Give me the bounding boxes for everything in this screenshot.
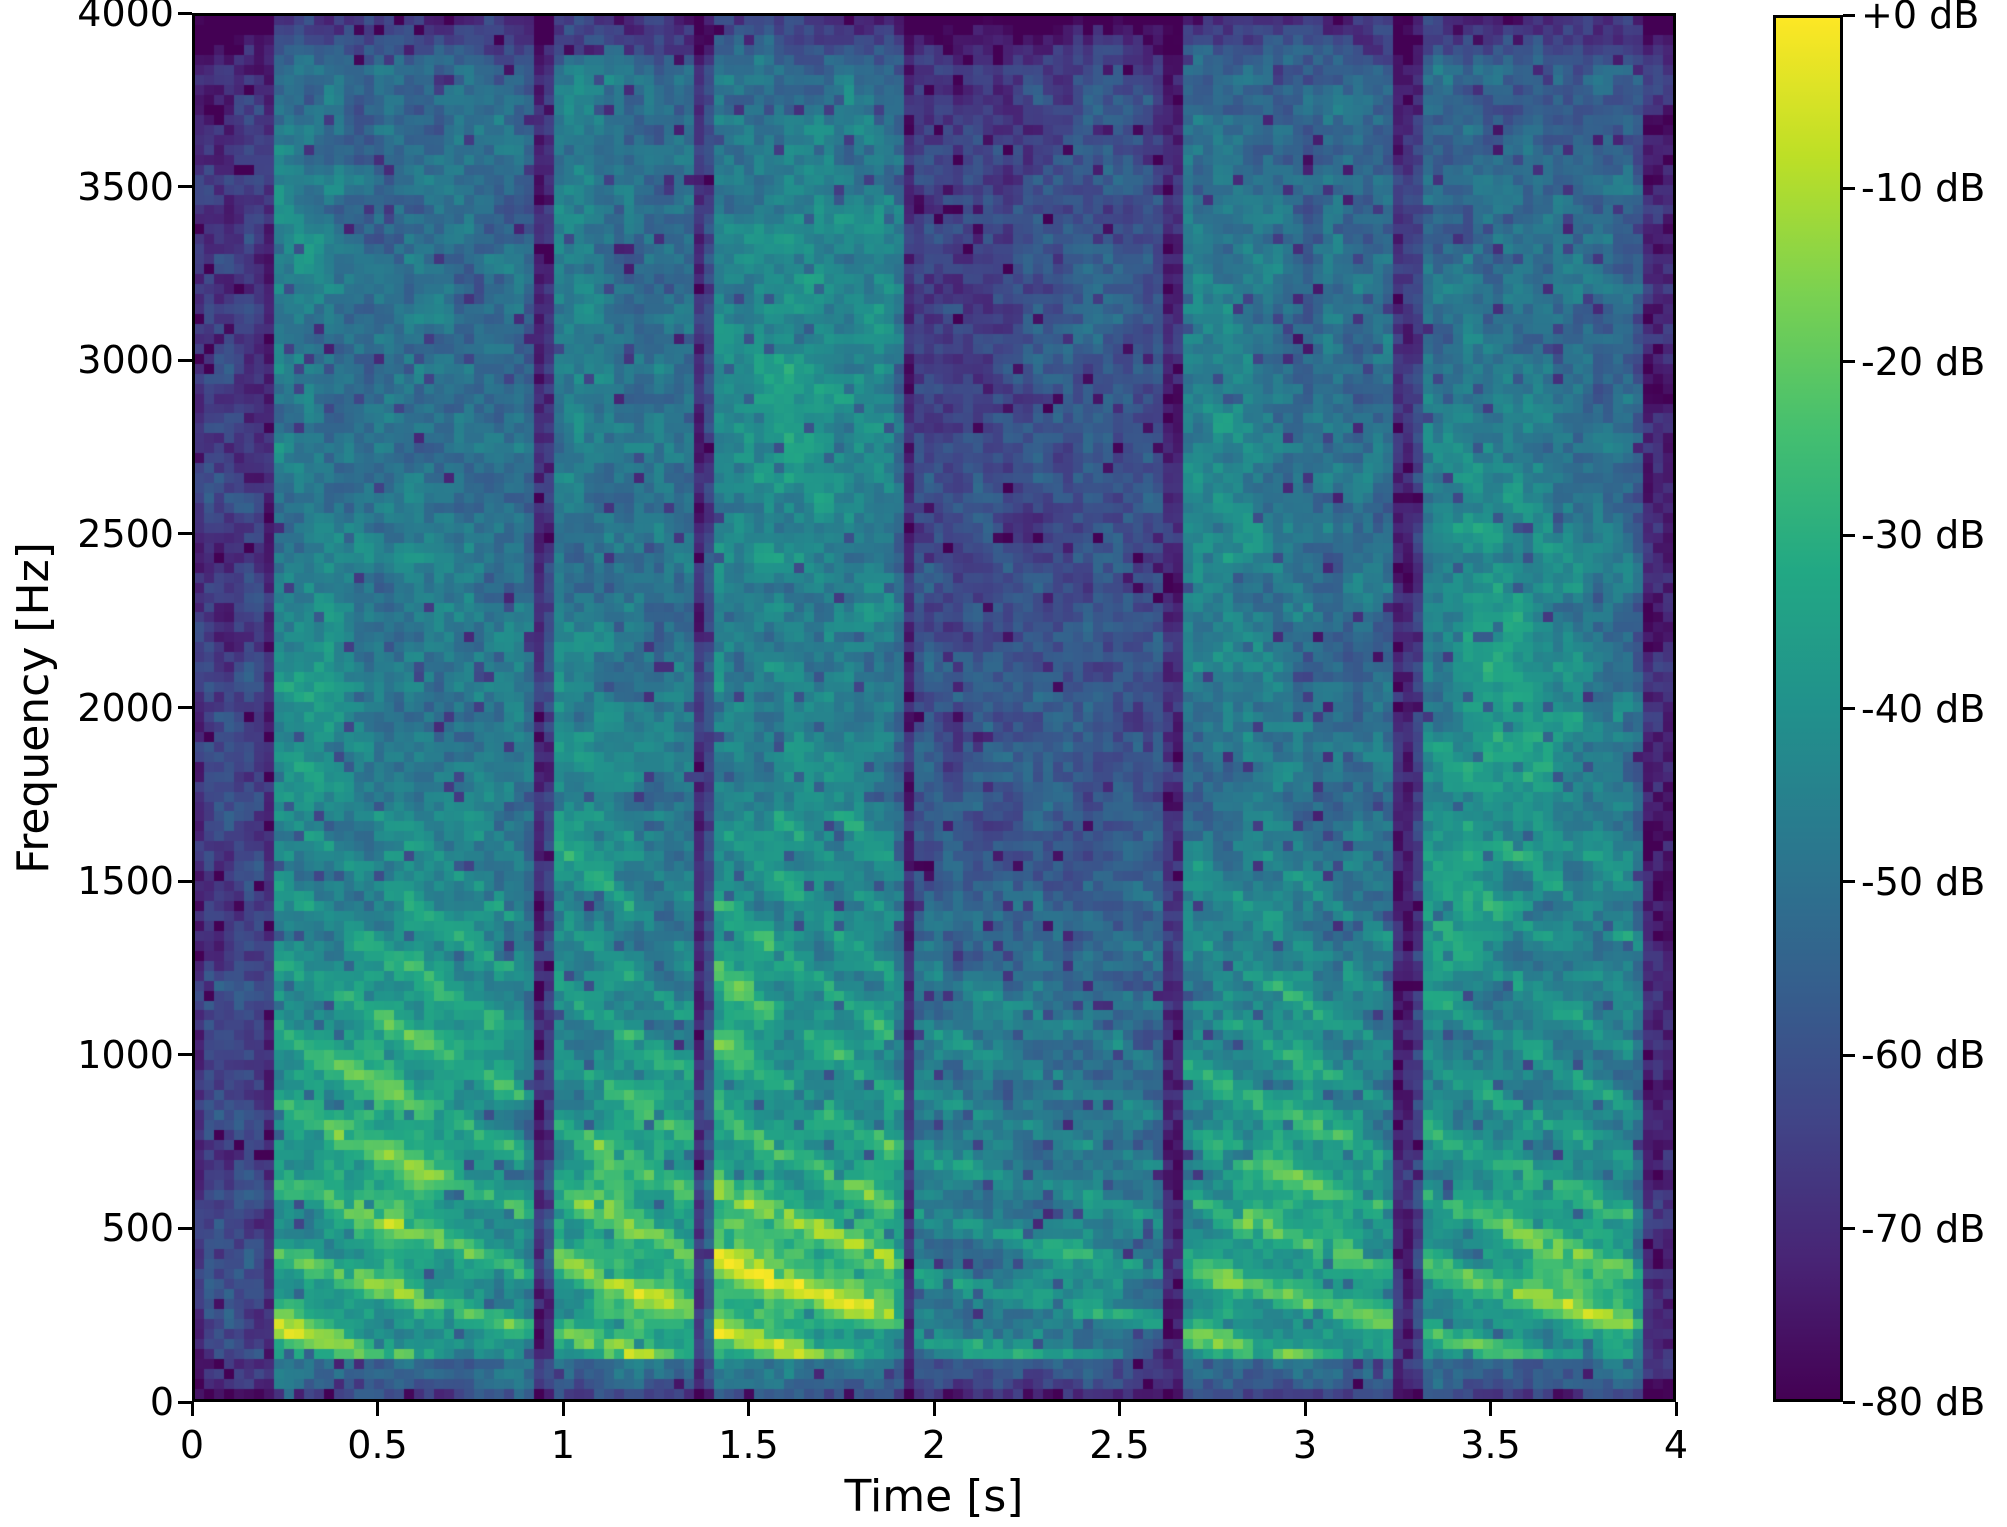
colorbar-tick (1843, 1053, 1855, 1057)
y-tick (178, 358, 192, 362)
y-tick-label: 1500 (77, 859, 174, 904)
x-tick (1489, 1402, 1492, 1416)
colorbar-tick (1843, 13, 1855, 17)
x-axis-label: Time [s] (844, 1471, 1024, 1522)
y-tick-label: 3000 (77, 338, 174, 383)
y-tick-label: 2500 (77, 511, 174, 556)
x-tick-label: 1.5 (718, 1423, 779, 1467)
x-tick-label: 0 (179, 1423, 205, 1467)
colorbar-tick-label: +0 dB (1861, 0, 1980, 37)
x-tick-label: 3.5 (1460, 1423, 1521, 1467)
colorbar-tick (1843, 186, 1855, 190)
y-tick (178, 532, 192, 536)
x-tick (561, 1402, 565, 1416)
colorbar-tick-label: -80 dB (1861, 1380, 1986, 1424)
colorbar-tick-label: -30 dB (1861, 513, 1986, 558)
colorbar-tick (1843, 1400, 1855, 1404)
colorbar-tick (1843, 707, 1855, 710)
colorbar-tick-label: -50 dB (1861, 859, 1986, 904)
colorbar-tick-label: -20 dB (1861, 339, 1986, 384)
x-tick-label: 1 (550, 1423, 576, 1467)
x-tick-label: 2.5 (1089, 1423, 1150, 1467)
y-tick (178, 1053, 192, 1057)
x-tick (190, 1402, 194, 1416)
x-tick (1674, 1402, 1678, 1416)
y-tick-label: 4000 (77, 0, 174, 35)
y-tick-label: 3500 (77, 164, 174, 209)
y-tick-label: 500 (101, 1206, 174, 1251)
colorbar-tick-label: -70 dB (1861, 1206, 1986, 1251)
y-tick (178, 1400, 192, 1404)
x-tick (932, 1402, 936, 1416)
x-tick-label: 4 (1663, 1423, 1689, 1467)
colorbar (1773, 15, 1843, 1402)
y-tick (178, 879, 192, 883)
x-tick (1303, 1402, 1307, 1416)
y-tick (178, 185, 192, 189)
x-tick (747, 1402, 750, 1416)
y-tick (178, 1226, 192, 1230)
y-tick (178, 11, 192, 15)
colorbar-tick-label: -10 dB (1861, 166, 1986, 211)
x-tick (376, 1402, 379, 1416)
y-tick-label: 1000 (77, 1032, 174, 1077)
colorbar-tick (1843, 533, 1855, 537)
x-tick-label: 2 (921, 1423, 947, 1467)
colorbar-tick-label: -60 dB (1861, 1033, 1986, 1078)
y-tick (178, 706, 192, 709)
x-tick-label: 0.5 (347, 1423, 408, 1467)
plot-area (192, 13, 1676, 1402)
x-tick (1118, 1402, 1121, 1416)
colorbar-tick (1843, 1227, 1855, 1231)
x-tick-label: 3 (1292, 1423, 1318, 1467)
y-tick-label: 2000 (77, 685, 174, 730)
y-tick-label: 0 (149, 1380, 174, 1424)
spectrogram-heatmap (195, 16, 1673, 1399)
colorbar-tick (1843, 880, 1855, 884)
colorbar-tick-label: -40 dB (1861, 686, 1986, 731)
colorbar-tick (1843, 360, 1855, 364)
